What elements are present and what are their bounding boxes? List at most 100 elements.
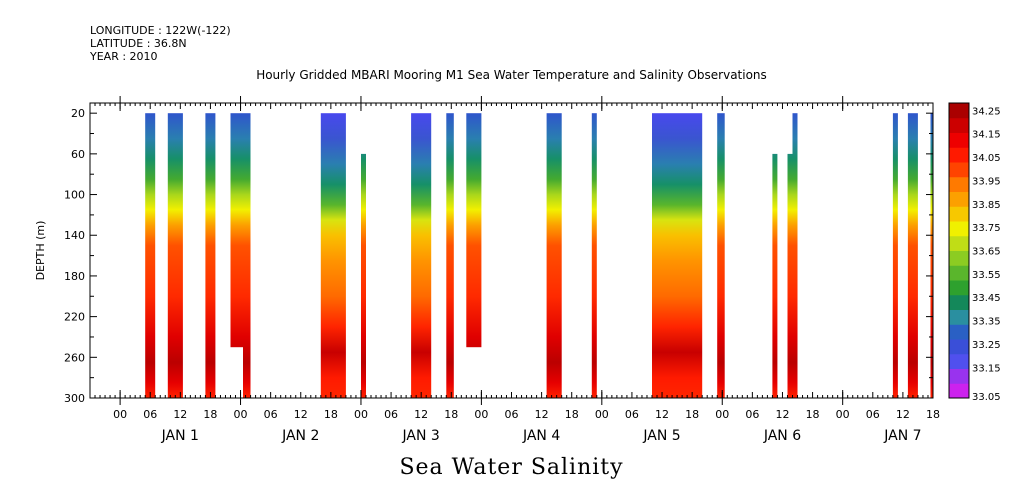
data-segment [546,113,562,398]
data-segment [772,153,778,398]
colorbar-label: 34.15 [972,130,1001,141]
data-segment [411,113,432,398]
day-label: JAN 1 [161,428,199,444]
data-segment [591,113,597,398]
colorbar-label: 33.65 [972,247,1001,258]
colorbar-swatch [949,117,969,133]
colorbar-label: 33.45 [972,293,1001,304]
data-segment [320,113,346,398]
colorbar-swatch [949,294,969,310]
colorbar-swatch [949,103,969,119]
data-segment [717,113,725,398]
day-label: JAN 2 [281,428,319,444]
y-tick-label: 60 [71,148,85,161]
colorbar-swatch [949,221,969,237]
y-tick-label: 100 [64,189,85,202]
x-tick-label: 00 [474,408,488,421]
x-tick-label: 18 [444,408,458,421]
y-tick-label: 300 [64,392,85,405]
x-tick-label: 12 [414,408,428,421]
x-tick-label: 06 [866,408,880,421]
x-tick-label: 18 [685,408,699,421]
colorbar-label: 33.95 [972,176,1001,187]
x-tick-label: 12 [896,408,910,421]
colorbar-label: 33.85 [972,200,1001,211]
longitude-label: LONGITUDE : 122W(-122) [90,24,231,37]
data-segment [205,113,216,398]
colorbar-swatch [949,191,969,207]
data-segment [361,153,366,398]
x-tick-label: 06 [625,408,639,421]
x-tick-label: 06 [143,408,157,421]
colorbar-swatch [949,324,969,340]
colorbar-swatch [949,368,969,384]
data-segment [167,113,183,398]
x-tick-label: 00 [234,408,248,421]
data-segment [787,153,793,398]
data-segment [243,113,251,398]
data-segment [652,113,703,398]
x-tick-label: 00 [715,408,729,421]
plot-frame [89,102,934,399]
data-segment [907,113,918,398]
colorbar-swatch [949,280,969,296]
colorbar-label: 34.05 [972,153,1001,164]
colorbar-swatch [949,147,969,163]
axes: 00 06 12 18 00 06 12 18 00 06 12 18 00 06 12 18 00 06 12 18… [34,96,940,444]
colorbar-swatch [949,353,969,369]
colorbar-swatch [949,383,969,399]
x-tick-label: 06 [505,408,519,421]
colorbar-swatch [949,339,969,355]
y-tick-label: 180 [64,270,85,283]
colorbar-swatch [949,250,969,266]
y-tick-label: 260 [64,351,85,364]
data-segment [230,113,243,348]
x-tick-label: 18 [324,408,338,421]
colorbar-label: 33.25 [972,340,1001,351]
chart-title: Hourly Gridded MBARI Mooring M1 Sea Wate… [256,68,767,82]
plot-area [145,113,933,398]
x-tick-label: 06 [745,408,759,421]
x-tick-label: 12 [655,408,669,421]
y-tick-label: 20 [71,107,85,120]
day-label: JAN 5 [642,428,680,444]
latitude-label: LATITUDE : 36.8N [90,37,187,50]
x-tick-label: 18 [926,408,940,421]
x-tick-label: 12 [294,408,308,421]
colorbar-label: 33.05 [972,392,1001,403]
data-segment [892,113,898,398]
colorbar-label: 33.15 [972,363,1001,374]
year-label: YEAR : 2010 [90,50,158,63]
colorbar-frame [948,102,970,399]
x-tick-label: 06 [384,408,398,421]
x-tick-label: 06 [264,408,278,421]
colorbar-swatch [949,162,969,178]
x-tick-label: 18 [203,408,217,421]
x-tick-label: 00 [836,408,850,421]
x-tick-label: 00 [354,408,368,421]
data-segment [466,113,482,348]
day-label: JAN 6 [763,428,801,444]
x-tick-label: 18 [806,408,820,421]
colorbar-swatch [949,176,969,192]
data-segment [792,113,798,398]
x-tick-label: 00 [595,408,609,421]
y-axis-label: DEPTH (m) [34,221,47,281]
colorbar-label: 33.35 [972,317,1001,328]
colorbar-swatch [949,309,969,325]
x-tick-label: 12 [775,408,789,421]
x-tick-label: 12 [535,408,549,421]
x-tick-label: 12 [173,408,187,421]
y-tick-label: 140 [64,229,85,242]
colorbar-swatch [949,265,969,281]
day-label: JAN 7 [883,428,921,444]
data-segment [145,113,156,398]
x-tick-label: 00 [113,408,127,421]
x-tick-label: 18 [565,408,579,421]
colorbar-swatch [949,206,969,222]
colorbar: 33.05 33.15 33.25 33.35 33.45 33.55 33.65 33.75… [948,102,1001,403]
day-label: JAN 3 [402,428,440,444]
day-label: JAN 4 [522,428,560,444]
colorbar-swatch [949,132,969,148]
